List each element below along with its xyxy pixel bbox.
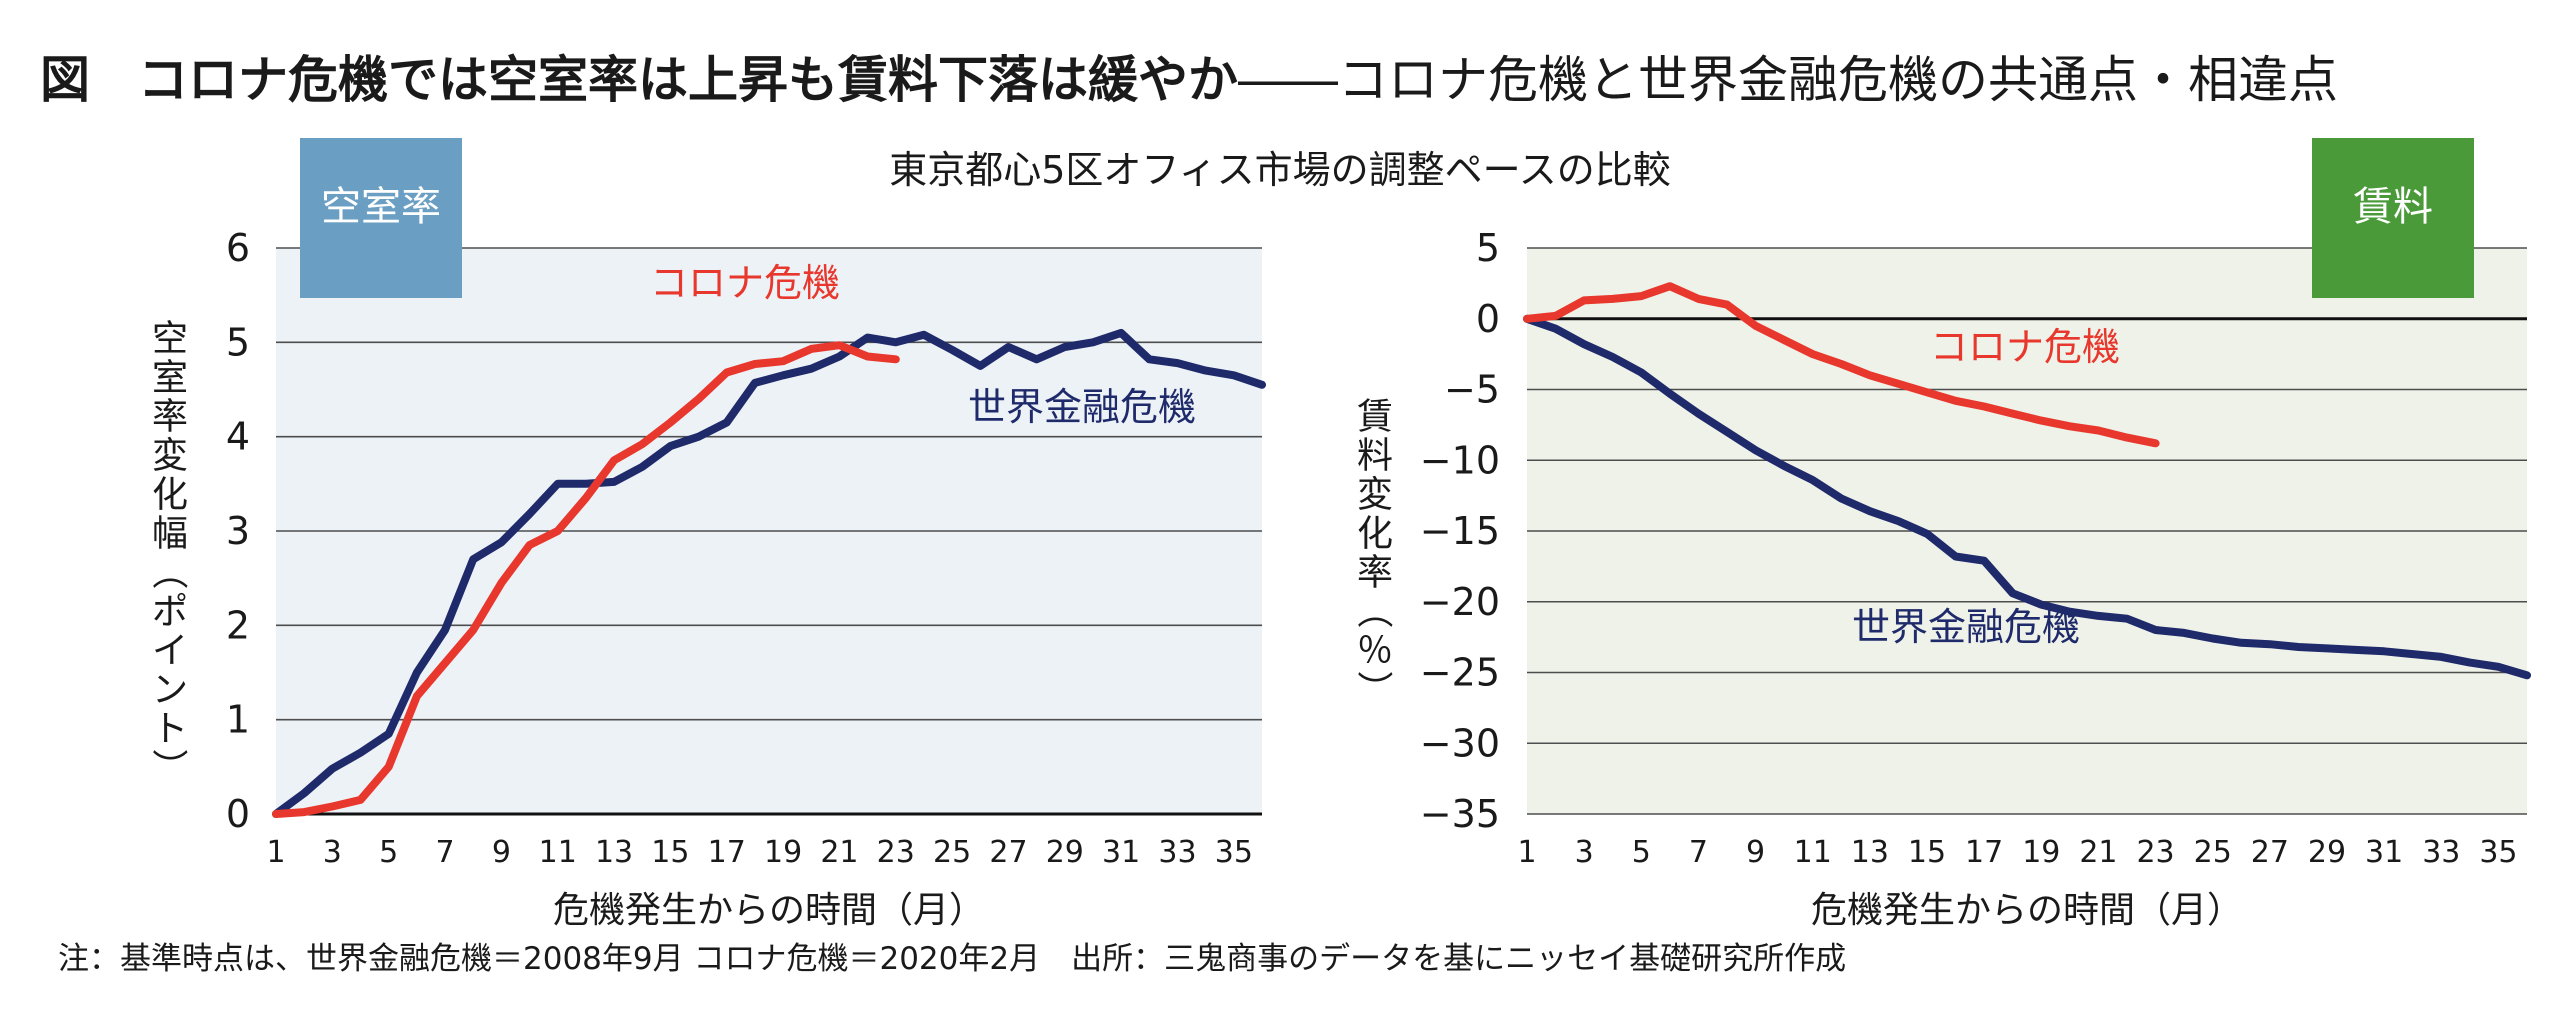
vacancy-y-axis-title-char: （ bbox=[148, 553, 189, 589]
rent-y-tick-label: −10 bbox=[1420, 438, 1500, 482]
chart-subtitle: 東京都心5区オフィス市場の調整ペースの比較 bbox=[889, 148, 1671, 192]
rent-x-tick-label: 9 bbox=[1746, 835, 1765, 870]
vacancy-x-tick-label: 23 bbox=[877, 835, 915, 870]
figure-title-main: コロナ危機では空室率は上昇も賃料下落は緩やか bbox=[138, 51, 1238, 109]
rent-x-tick-label: 5 bbox=[1632, 835, 1651, 870]
rent-y-tick-label: −30 bbox=[1420, 721, 1500, 765]
vacancy-y-axis-title-char: ） bbox=[148, 748, 189, 784]
rent-x-tick-label: 13 bbox=[1851, 835, 1889, 870]
rent-x-axis-title: 危機発生からの時間（月） bbox=[1811, 890, 2243, 931]
rent-x-tick-label: 17 bbox=[1965, 835, 2003, 870]
rent-y-tick-label: −35 bbox=[1420, 792, 1500, 836]
vacancy-badge-label: 空室率 bbox=[321, 184, 441, 230]
vacancy-x-tick-label: 1 bbox=[266, 835, 285, 870]
rent-y-tick-label: −25 bbox=[1420, 651, 1500, 695]
vacancy-series-label-covid: コロナ危機 bbox=[650, 261, 840, 305]
vacancy-series-covid-line bbox=[272, 341, 900, 818]
vacancy-x-tick-label: 9 bbox=[492, 835, 511, 870]
vacancy-y-axis-title-char: 化 bbox=[152, 475, 188, 516]
vacancy-y-tick-label: 1 bbox=[226, 698, 250, 742]
figure-title-sub: ――コロナ危機と世界金融危機の共通点・相違点 bbox=[1238, 51, 2338, 109]
vacancy-x-tick-label: 11 bbox=[539, 835, 577, 870]
vacancy-y-tick-label: 3 bbox=[226, 509, 250, 553]
rent-chart: 50−5−10−15−20−25−30−351 3 5 7 9 11 13 15 17 19 21 2… bbox=[1353, 138, 2531, 931]
rent-x-tick-label: 19 bbox=[2022, 835, 2060, 870]
rent-y-tick-label: −20 bbox=[1420, 580, 1500, 624]
vacancy-y-tick-label: 2 bbox=[226, 603, 250, 647]
rent-x-tick-label: 3 bbox=[1575, 835, 1594, 870]
vacancy-y-axis-title-char: ト bbox=[152, 709, 188, 750]
rent-x-tick-label: 29 bbox=[2308, 835, 2346, 870]
rent-x-tick-label: 27 bbox=[2251, 835, 2289, 870]
vacancy-x-tick-label: 31 bbox=[1102, 835, 1140, 870]
vacancy-x-tick-label: 25 bbox=[933, 835, 971, 870]
rent-x-tick-label: 11 bbox=[1794, 835, 1832, 870]
rent-y-tick-label: 5 bbox=[1476, 226, 1500, 270]
vacancy-y-axis-title-char: ン bbox=[152, 670, 188, 711]
vacancy-x-tick-label: 33 bbox=[1158, 835, 1196, 870]
vacancy-series-label-gfc: 世界金融危機 bbox=[968, 385, 1196, 429]
rent-x-tick-label: 21 bbox=[2079, 835, 2117, 870]
rent-badge-label: 賃料 bbox=[2353, 184, 2433, 230]
rent-y-axis-title-char: 変 bbox=[1357, 475, 1393, 516]
vacancy-x-tick-label: 5 bbox=[379, 835, 398, 870]
vacancy-y-axis-title-char: 空 bbox=[152, 319, 188, 360]
vacancy-x-tick-label: 15 bbox=[651, 835, 689, 870]
rent-x-tick-label: 25 bbox=[2194, 835, 2232, 870]
figure-title: 図コロナ危機では空室率は上昇も賃料下落は緩やか――コロナ危機と世界金融危機の共通… bbox=[40, 42, 2540, 118]
rent-series-covid-line bbox=[1523, 282, 2160, 448]
vacancy-x-tick-label: 17 bbox=[708, 835, 746, 870]
rent-y-axis-title-char: ％ bbox=[1357, 631, 1393, 672]
rent-y-axis-title-char: 率 bbox=[1357, 553, 1393, 594]
vacancy-badge bbox=[300, 138, 462, 298]
rent-x-tick-label: 33 bbox=[2422, 835, 2460, 870]
rent-y-axis-title-char: 賃 bbox=[1357, 397, 1393, 438]
vacancy-x-tick-label: 27 bbox=[989, 835, 1027, 870]
vacancy-y-tick-label: 4 bbox=[226, 415, 250, 459]
rent-x-tick-label: 23 bbox=[2136, 835, 2174, 870]
rent-series-gfc-line bbox=[1523, 314, 2531, 680]
vacancy-x-tick-label: 7 bbox=[435, 835, 454, 870]
rent-y-axis-title-char: ） bbox=[1353, 670, 1394, 706]
vacancy-y-axis-title-char: 率 bbox=[152, 397, 188, 438]
vacancy-x-tick-label: 3 bbox=[323, 835, 342, 870]
rent-y-tick-label: −5 bbox=[1444, 368, 1500, 412]
rent-x-tick-label: 35 bbox=[2479, 835, 2517, 870]
rent-x-tick-label: 15 bbox=[1908, 835, 1946, 870]
vacancy-x-tick-label: 21 bbox=[820, 835, 858, 870]
vacancy-y-axis-title-char: 室 bbox=[152, 358, 188, 399]
vacancy-y-axis-title-char: ポ bbox=[152, 592, 188, 633]
rent-y-tick-label: 0 bbox=[1476, 297, 1500, 341]
vacancy-y-tick-label: 6 bbox=[226, 226, 250, 270]
source-note: 注：基準時点は、世界金融危機＝2008年9月 コロナ危機＝2020年2月 出所：… bbox=[58, 941, 1847, 977]
rent-y-axis-title-char: 化 bbox=[1357, 514, 1393, 555]
vacancy-y-axis-title-char: 変 bbox=[152, 436, 188, 477]
vacancy-x-tick-label: 13 bbox=[595, 835, 633, 870]
vacancy-x-tick-label: 19 bbox=[764, 835, 802, 870]
vacancy-x-tick-label: 29 bbox=[1046, 835, 1084, 870]
rent-x-tick-label: 31 bbox=[2365, 835, 2403, 870]
rent-x-tick-label: 1 bbox=[1517, 835, 1536, 870]
vacancy-y-axis-title-char: イ bbox=[152, 631, 188, 672]
rent-series-label-covid: コロナ危機 bbox=[1930, 325, 2120, 369]
vacancy-x-tick-label: 35 bbox=[1215, 835, 1253, 870]
rent-x-tick-label: 7 bbox=[1689, 835, 1708, 870]
rent-badge bbox=[2312, 138, 2474, 298]
vacancy-y-tick-label: 0 bbox=[226, 792, 250, 836]
figure-label: 図 bbox=[40, 51, 90, 109]
rent-series-label-gfc: 世界金融危機 bbox=[1852, 605, 2080, 649]
vacancy-y-axis-title-char: 幅 bbox=[152, 514, 188, 555]
vacancy-y-tick-label: 5 bbox=[226, 320, 250, 364]
vacancy-x-axis-title: 危機発生からの時間（月） bbox=[553, 890, 985, 931]
rent-y-tick-label: −15 bbox=[1420, 509, 1500, 553]
vacancy-series-gfc-line bbox=[272, 328, 1266, 818]
rent-y-axis-title-char: （ bbox=[1353, 592, 1394, 628]
rent-y-axis-title-char: 料 bbox=[1357, 436, 1393, 477]
